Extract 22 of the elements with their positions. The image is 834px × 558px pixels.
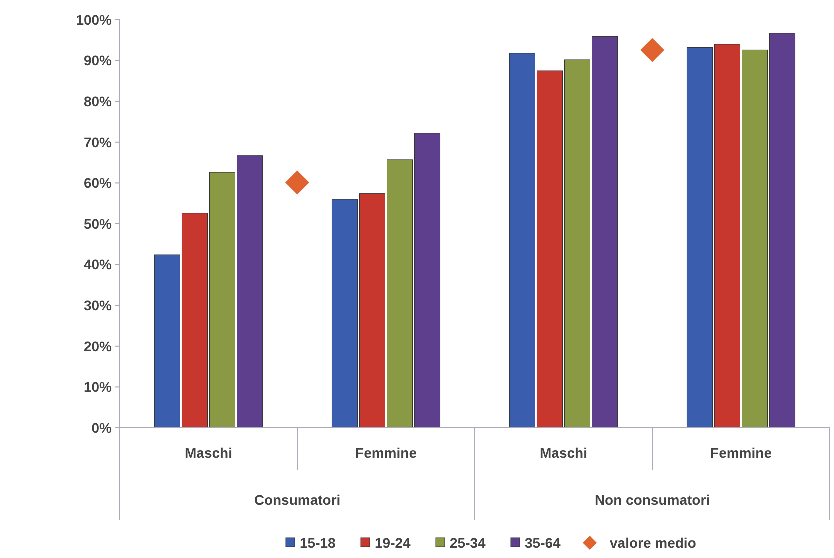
legend-label: valore medio [610, 535, 696, 551]
x-tick-label: Maschi [185, 445, 232, 461]
x-tick-label: Femmine [710, 445, 772, 461]
y-tick-label: 60% [84, 175, 113, 192]
y-tick-label: 70% [84, 134, 113, 150]
x-tick-label: Femmine [356, 445, 418, 461]
y-tick-label: 30% [84, 298, 113, 314]
y-tick-label: 90% [84, 52, 113, 69]
text: Consumatori [254, 492, 341, 508]
y-tick-label: 40% [84, 256, 113, 273]
y-tick-label: 80% [84, 94, 113, 110]
legend-label: 35-64 [525, 535, 562, 551]
y-tick-label: 10% [84, 379, 113, 396]
y-tick-label: 100% [76, 12, 113, 28]
text: Non consumatori [594, 492, 710, 508]
x-tick-label: Maschi [540, 445, 588, 461]
y-tick-label: 20% [84, 338, 113, 354]
legend-label: 15-18 [300, 535, 336, 551]
legend-label: 25-34 [450, 535, 486, 551]
legend-label: 19-24 [375, 535, 412, 551]
y-tick-label: 50% [84, 216, 113, 232]
y-tick-label: 0% [92, 420, 113, 436]
